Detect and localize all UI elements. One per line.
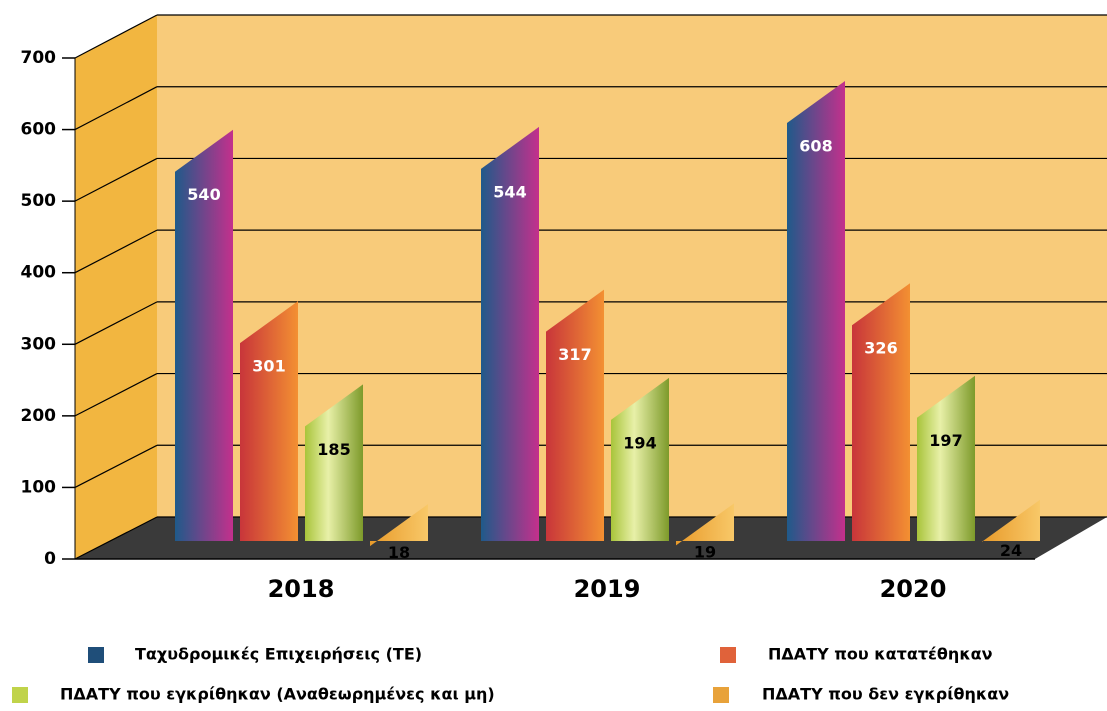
y-tick-label: 400 xyxy=(21,263,57,283)
bar xyxy=(305,384,363,541)
data-label: 317 xyxy=(558,345,591,364)
y-tick-label: 500 xyxy=(21,191,57,211)
grid-line xyxy=(74,14,158,59)
bar xyxy=(982,499,1040,542)
bar xyxy=(611,377,669,541)
bar xyxy=(787,80,845,541)
data-label: 301 xyxy=(252,357,285,376)
legend-swatch xyxy=(720,647,736,663)
grid-line xyxy=(74,301,158,345)
bar xyxy=(481,126,539,542)
y-tick-label: 0 xyxy=(44,549,56,569)
grid-line xyxy=(74,444,158,488)
legend-label: ΠΔΑΤΥ που κατατέθηκαν xyxy=(768,645,993,664)
data-label: 544 xyxy=(493,182,526,201)
y-tick-label: 300 xyxy=(21,334,57,354)
legend-label: Ταχυδρομικές Επιχειρήσεις (ΤΕ) xyxy=(135,645,422,664)
data-label: 197 xyxy=(929,431,962,450)
bar xyxy=(175,129,233,541)
bar xyxy=(676,503,734,546)
legend-swatch xyxy=(12,687,28,703)
data-label: 18 xyxy=(388,543,410,562)
data-label: 24 xyxy=(1000,541,1022,560)
bar xyxy=(370,504,428,547)
grid-line xyxy=(74,229,158,274)
y-tick-label: 200 xyxy=(21,406,57,426)
data-label: 540 xyxy=(187,185,220,204)
y-tick-label: 700 xyxy=(21,48,57,68)
bar xyxy=(546,289,604,541)
x-tick-label: 2018 xyxy=(268,575,335,603)
y-tick-label: 100 xyxy=(21,477,57,497)
legend-swatch xyxy=(713,687,729,703)
grid-line xyxy=(74,86,158,131)
legend-label: ΠΔΑΤΥ που εγκρίθηκαν (Αναθεωρημένες και … xyxy=(60,685,495,704)
data-label: 185 xyxy=(317,440,350,459)
bar xyxy=(917,375,975,541)
side-wall xyxy=(75,15,157,559)
data-label: 19 xyxy=(694,543,716,562)
legend-label: ΠΔΑΤΥ που δεν εγκρίθηκαν xyxy=(762,685,1009,704)
bar xyxy=(852,283,910,541)
grid-line xyxy=(74,516,158,560)
x-tick-label: 2020 xyxy=(880,575,947,603)
data-label: 194 xyxy=(623,433,656,452)
x-tick-label: 2019 xyxy=(574,575,641,603)
legend-swatch xyxy=(88,647,104,663)
y-tick-label: 600 xyxy=(21,120,57,140)
data-label: 608 xyxy=(799,136,832,155)
bar xyxy=(240,301,298,541)
grid-line xyxy=(74,157,158,202)
data-label: 326 xyxy=(864,339,897,358)
grid-line xyxy=(74,373,158,417)
